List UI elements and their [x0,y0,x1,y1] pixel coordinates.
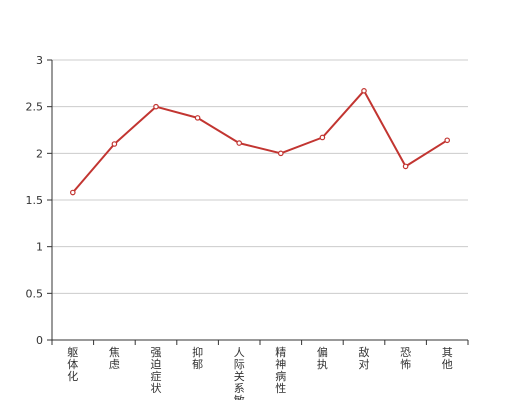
data-point [319,134,326,141]
data-point [236,140,243,146]
series-line [72,89,448,194]
series-layer [70,88,451,196]
grid-lines [52,59,468,294]
data-point [153,103,159,110]
axes [47,59,469,345]
data-point [444,137,451,144]
x-category-label: 人际关系敏感 [234,346,245,400]
y-tick-label: 1.5 [26,194,44,207]
data-point [361,88,367,94]
x-category-label: 焦虑 [109,346,120,371]
data-point [402,163,409,170]
x-category-label: 抑郁 [192,345,203,371]
data-point [194,115,201,121]
x-category-label: 偏执 [317,345,328,371]
y-tick-label: 2 [36,147,43,160]
y-tick-label: 2.5 [26,101,44,114]
x-category-label: 其他 [442,346,453,371]
data-point [111,141,118,147]
x-category-label: 躯体化 [67,346,78,383]
labels-layer: 0 0.5 1 1.5 2 2.5 3 躯体化 焦虑 强迫症状 抑郁 人际关系敏感 精神病性 偏执 敌对 恐怖… [26,54,453,400]
y-tick-label: 0.5 [26,287,44,300]
x-category-label: 恐怖 [400,346,411,371]
x-category-label: 敌对 [359,345,370,371]
data-point [70,189,76,196]
x-category-label: 精神病性 [275,346,286,395]
y-tick-label: 1 [36,241,43,254]
data-point [277,150,284,157]
y-tick-label: 3 [36,54,43,67]
x-category-label: 强迫症状 [151,346,162,395]
y-tick-label: 0 [36,334,43,347]
